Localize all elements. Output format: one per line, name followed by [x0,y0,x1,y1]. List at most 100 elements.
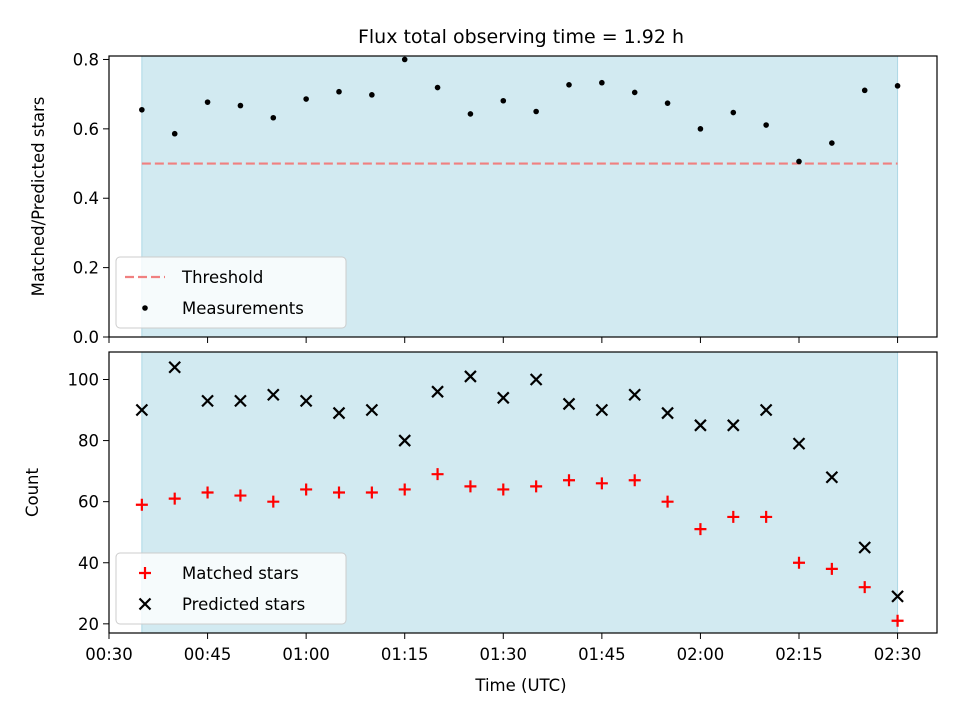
legend-box [115,552,347,625]
data-point [793,556,805,569]
data-point [237,102,244,109]
x-tick-label: 00:45 [184,645,232,664]
y-tick-label: 0.8 [73,50,99,69]
data-point [563,474,575,487]
y-tick-label: 0.4 [73,189,99,208]
data-point [204,99,211,105]
data-point [891,590,904,603]
data-point [497,391,510,405]
legend-marker-swatch [142,305,148,311]
data-point [267,388,280,402]
data-point [135,403,149,417]
legend-marker-swatch [139,567,151,579]
data-point [533,108,539,115]
data-point [171,130,178,137]
data-point [891,614,904,627]
data-point [464,480,477,493]
legend-label: Threshold [181,268,263,287]
chart-title: Flux total observing time = 1.92 h [358,26,684,48]
count-panel-ticks: 20 40 60 80 100 00:30 00:45 01:00 01:15 01:30 01:4… [68,370,922,664]
x-tick-label: 02:00 [677,645,725,664]
y-tick-label: 60 [78,493,99,512]
data-point [566,81,572,88]
y-tick-label: 100 [68,370,100,389]
data-point [234,489,247,502]
data-point [365,403,379,417]
data-point [234,394,247,408]
data-point [431,468,444,481]
data-point [727,510,740,523]
data-point [628,388,641,402]
data-point [763,122,769,128]
ratio-legend: Threshold Measurements [115,256,347,329]
data-point [825,470,839,484]
data-point [365,486,378,499]
data-point [894,83,901,89]
data-point [858,581,871,594]
data-point [796,158,802,165]
count-panel-marks [135,360,904,627]
data-point [727,419,740,432]
x-tick-label: 01:30 [480,645,528,664]
legend-box [115,256,347,329]
data-point [201,394,214,408]
data-point [500,97,507,104]
legend-marker-swatch [138,597,152,611]
data-point [398,483,411,496]
data-point [730,109,737,116]
ratio-panel-ticks: 0.0 0.2 0.4 0.6 0.8 [73,50,899,347]
data-point [825,562,838,575]
data-point [861,87,868,94]
y-tick-label: 80 [78,432,99,451]
data-point [628,474,641,487]
y-tick-label: 20 [78,615,99,634]
data-point [829,140,835,146]
data-point [599,79,605,86]
data-point [530,480,543,493]
data-point [661,406,674,420]
count-legend: Matched stars Predicted stars [115,552,347,625]
y-tick-label: 0.2 [73,259,99,278]
data-point [270,114,277,121]
data-point [467,111,474,117]
data-point [792,437,806,450]
y-tick-label: 0.6 [73,120,99,139]
data-point [168,360,181,374]
ratio-panel-frame [108,55,938,338]
y-tick-label: 40 [78,554,99,573]
x-tick-label: 01:15 [381,645,429,664]
data-point [303,96,309,102]
data-point [759,403,773,417]
data-point [299,394,313,408]
x-tick-label: 01:45 [578,645,626,664]
data-point [694,523,707,536]
data-point [201,486,214,499]
x-axis-label: Time (UTC) [474,676,566,695]
count-panel-frame [108,351,938,634]
ratio-y-axis-label: Matched/Predicted stars [29,97,48,297]
legend-label: Predicted stars [182,595,305,614]
data-point [267,495,280,508]
data-point [497,483,510,496]
x-tick-label: 02:15 [775,645,823,664]
ratio-panel: 0.00.20.40.60.8 Matched/Predicted stars … [29,50,938,347]
x-tick-label: 00:30 [85,645,133,664]
count-panel: 20 40 60 80 100 00:30 00:45 01:00 01:15 01:30 01:4… [23,351,938,664]
data-point [369,92,375,98]
data-point [401,56,408,63]
data-point [333,486,345,499]
data-point [431,385,444,398]
data-point [858,541,871,554]
count-y-axis-label: Count [23,467,42,517]
ratio-panel-marks [139,56,901,165]
legend-label: Measurements [182,299,304,318]
data-point [300,483,313,496]
data-point [139,106,145,113]
data-point [694,419,707,432]
data-point [398,434,411,447]
data-point [562,397,576,411]
x-tick-label: 01:00 [282,645,330,664]
data-point [332,406,346,420]
data-point [529,373,543,386]
